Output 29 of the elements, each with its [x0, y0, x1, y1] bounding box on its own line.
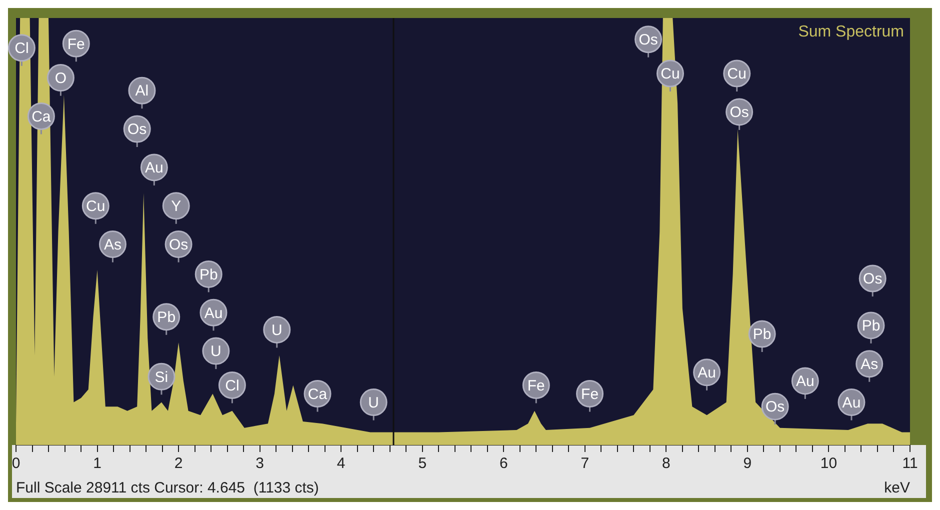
x-tick-label: 9 — [743, 455, 752, 472]
annotation: Fe — [67, 36, 85, 53]
annotation: Os — [128, 121, 147, 138]
x-tick-label: 5 — [418, 455, 427, 472]
chart-title: Sum Spectrum — [798, 23, 904, 40]
annotation: Si — [154, 368, 168, 386]
x-tick-label: 3 — [256, 455, 264, 472]
annotation: Ca — [32, 108, 52, 126]
x-tick-label: 4 — [336, 455, 346, 472]
annotation: U — [271, 322, 282, 339]
x-tick-label: 11 — [902, 455, 918, 472]
annotation: Al — [135, 82, 149, 100]
x-tick-label: 8 — [662, 455, 670, 472]
x-tick-label: 2 — [174, 455, 183, 472]
x-axis-title: keV — [884, 480, 910, 497]
annotation: Au — [204, 304, 223, 322]
annotation: Pb — [199, 266, 218, 284]
annotation: U — [210, 343, 222, 360]
annotation: Cu — [660, 66, 680, 83]
x-tick-label: 7 — [580, 455, 590, 472]
x-tick-label: 0 — [12, 455, 20, 472]
annotation: Fe — [527, 377, 545, 394]
text: Full Scale 28911 cts Cursor: 4.645 (1133 cts) — [16, 480, 319, 497]
x-tick-label: 6 — [499, 455, 508, 472]
annotation: Cl — [225, 377, 240, 394]
x-tick-label: 1 — [93, 455, 102, 472]
annotation: Os — [766, 398, 785, 416]
annotation: Cu — [727, 66, 746, 83]
x-tick-label: 10 — [820, 455, 838, 472]
